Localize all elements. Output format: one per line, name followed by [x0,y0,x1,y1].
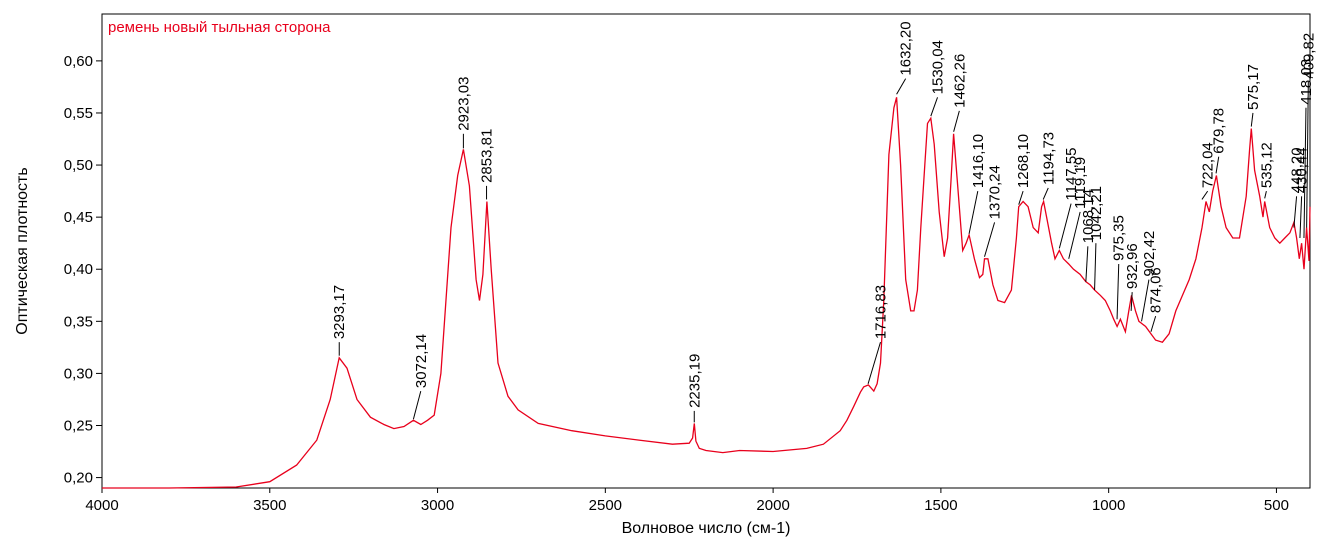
peak-leader-line [1085,246,1089,282]
peak-leader-line [1299,196,1303,238]
y-tick-label: 0,25 [64,417,93,434]
peak-leader-line [867,342,881,384]
peak-leader-line [1303,107,1307,238]
peak-leader-line [412,390,422,420]
x-tick-label: 3000 [421,497,454,514]
peak-label: 448,20 [1289,147,1306,193]
peak-leader-line [1094,243,1097,291]
peak-label: 418,03 [1298,59,1315,105]
peak-label: 2853,81 [479,129,496,183]
peak-label: 902,42 [1141,231,1158,277]
peak-label: 1530,04 [930,40,947,94]
peak-leader-line [1264,190,1267,199]
peak-leader-line [1215,156,1220,174]
peak-label: 3072,14 [413,334,430,388]
peak-label: 535,12 [1258,142,1275,188]
peak-label: 575,17 [1245,64,1262,110]
peak-label: 1632,20 [898,21,915,75]
peak-label: 874,06 [1148,267,1165,313]
peak-labels: 3293,17 3072,14 2923,03 2853,81 2235,19 1716,… [331,21,1317,423]
peak-label: 1194,73 [1040,132,1057,185]
y-tick-label: 0,55 [64,105,93,122]
chart-title: ремень новый тыльная сторона [108,19,331,36]
peak-leader-line [953,110,960,132]
peak-label: 1716,83 [872,285,889,339]
peak-label: 1416,10 [970,134,987,188]
peak-label: 430,44 [1294,147,1311,193]
peak-label: 679,78 [1211,108,1228,154]
plot-frame [101,13,1311,489]
peak-leader-line [1201,190,1209,200]
peak-leader-line [1018,190,1024,205]
peak-label: 1462,26 [951,54,968,108]
peak-label: 722,04 [1200,142,1217,188]
peak-leader-line [1058,203,1072,249]
peak-leader-line [984,222,996,257]
peak-label: 1042,21 [1088,186,1105,240]
y-axis-label: Оптическая плотность [14,167,31,334]
x-tick-label: 1000 [1092,497,1125,514]
x-tick-label: 4000 [85,497,118,514]
y-tick-label: 0,40 [64,261,93,278]
peak-label: 1068,14 [1080,189,1097,243]
y-tick-label: 0,20 [64,470,93,487]
peak-leader-line [1250,112,1254,127]
peak-leader-line [1141,279,1150,322]
peak-label: 1147,55 [1063,147,1080,200]
peak-leader-line [1068,211,1081,259]
x-tick-label: 500 [1264,497,1289,514]
y-tick-label: 0,35 [64,313,93,330]
peak-leader-line [896,78,907,95]
peak-leader-line [968,190,979,234]
peak-leader-line [1116,264,1120,320]
peak-leader-line [1130,292,1133,311]
peak-label: 409,82 [1300,33,1317,79]
x-tick-label: 1500 [924,497,957,514]
peak-label: 1370,24 [987,165,1004,219]
peak-leader-line [1306,81,1309,228]
peak-leader-line [1042,187,1049,200]
x-axis-label: Волновое число (см-1) [622,520,791,537]
peak-label: 2923,03 [455,77,472,131]
x-tick-label: 3500 [253,497,286,514]
x-tick-label: 2500 [589,497,622,514]
peak-label: 975,35 [1111,215,1128,261]
y-tick-label: 0,30 [64,365,93,382]
peak-label: 2235,19 [686,354,703,408]
peak-label: 3293,17 [331,285,348,339]
peak-label: 932,96 [1124,243,1141,289]
y-tick-label: 0,50 [64,157,93,174]
y-tick-label: 0,45 [64,209,93,226]
x-tick-label: 2000 [756,497,789,514]
peak-label: 1268,10 [1015,134,1032,188]
spectrum-line [102,97,1311,489]
y-axis: 0,20 0,25 0,30 0,35 0,40 0,45 0,50 0,55 0,60 [64,53,102,487]
peak-leader-line [930,97,939,117]
x-axis: 4000 3500 3000 2500 2000 1500 1000 500 [85,488,1289,514]
y-tick-label: 0,60 [64,53,93,70]
peak-leader-line [1293,196,1298,228]
peak-label: 1119,19 [1072,157,1089,209]
peak-leader-line [1150,315,1157,332]
